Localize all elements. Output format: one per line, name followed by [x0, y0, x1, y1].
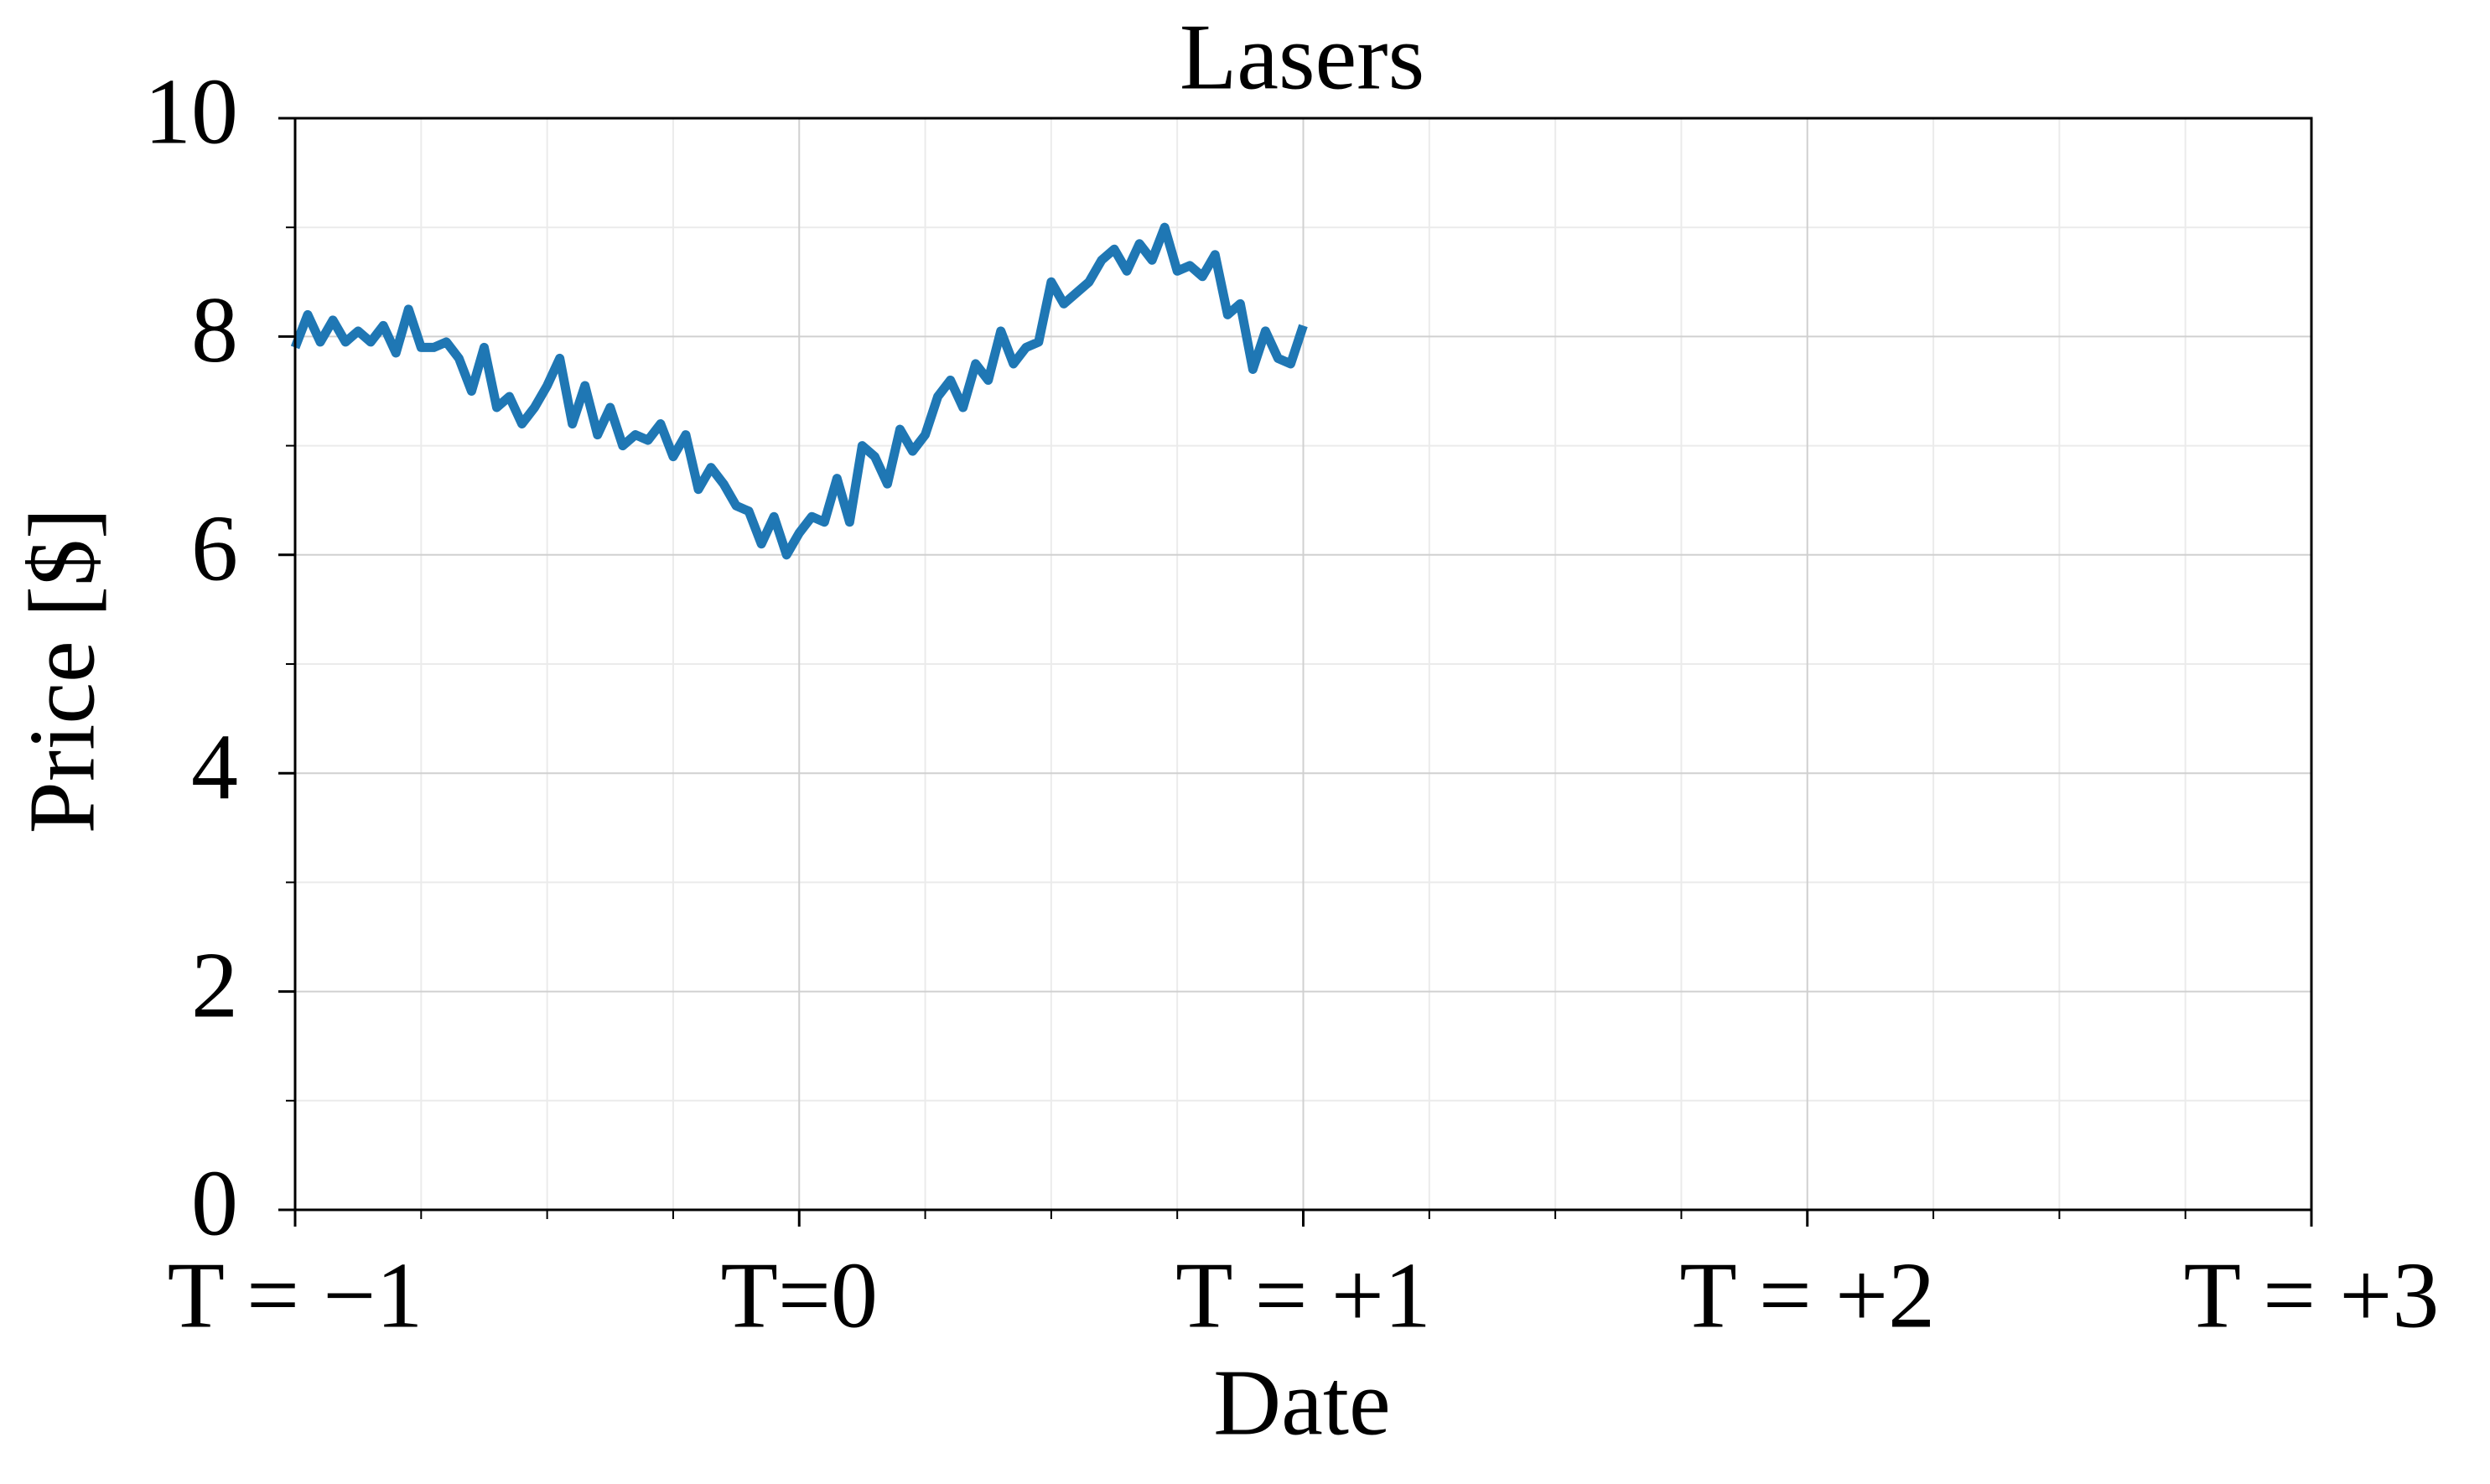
x-tick-label: T=0 — [720, 1244, 878, 1348]
plot-frame — [293, 117, 2313, 1212]
y-tick-label: 4 — [191, 715, 238, 819]
x-tick-label: T = +1 — [1175, 1244, 1431, 1348]
x-tick-label: T = +2 — [1679, 1244, 1935, 1348]
chart-title: Lasers — [1180, 6, 1424, 110]
x-tick-label: T = +3 — [2184, 1244, 2440, 1348]
data-line — [290, 222, 1308, 560]
y-tick-label: 6 — [191, 497, 238, 601]
y-axis-label: Price [$] — [11, 508, 115, 834]
y-tick-label: 2 — [191, 933, 238, 1037]
y-tick-label: 10 — [144, 60, 238, 164]
x-tick-label: T = −1 — [168, 1244, 423, 1348]
y-tick-label: 8 — [191, 278, 238, 382]
y-tick-label: 0 — [191, 1152, 238, 1256]
x-axis-label: Date — [1213, 1352, 1390, 1455]
